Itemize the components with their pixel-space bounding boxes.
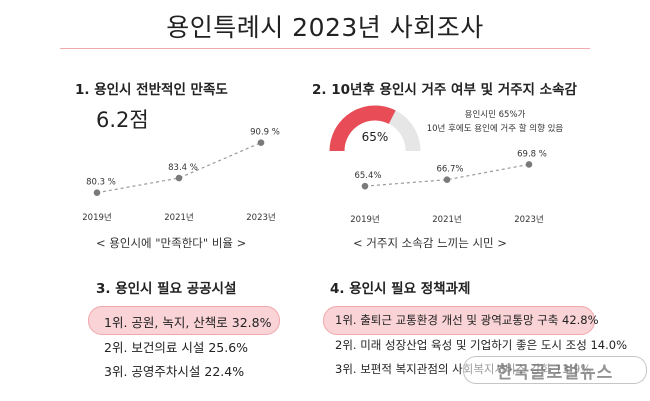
section1-caption: < 용인시에 "만족한다" 비율 > xyxy=(96,236,247,250)
belonging-tick-label-2021년: 2021년 xyxy=(432,214,461,225)
satisfaction-tick-label-2023년: 2023년 xyxy=(246,212,275,223)
facility-rank-1: 1위. 공원, 녹지, 산책로 32.8% xyxy=(104,315,272,330)
residence-gauge: 65% xyxy=(329,105,421,152)
section4-heading: 4. 용인시 필요 정책과제 xyxy=(330,281,471,297)
section3-highlight-pill xyxy=(88,306,280,335)
section2-heading: 2. 10년후 용인시 거주 여부 및 거주지 소속감 xyxy=(312,82,577,98)
belonging-data-label-2021년: 66.7% xyxy=(436,165,463,175)
belonging-point-2019년 xyxy=(361,182,369,190)
belonging-tick-label-2019년: 2019년 xyxy=(350,214,379,225)
facility-rank-3: 3위. 공영주차시설 22.4% xyxy=(104,364,245,379)
title-divider xyxy=(60,48,590,49)
satisfaction-tick-label-2019년: 2019년 xyxy=(82,212,111,223)
gauge-fill xyxy=(329,105,396,152)
belonging-tick-label-2023년: 2023년 xyxy=(514,214,543,225)
section1-heading: 1. 용인시 전반적인 만족도 xyxy=(75,82,228,98)
page-title: 용인특례시 2023년 사회조사 xyxy=(166,13,484,42)
gauge-value-label: 65% xyxy=(362,130,389,144)
belonging-data-label-2023년: 69.8 % xyxy=(517,149,547,159)
satisfaction-tick-label-2021년: 2021년 xyxy=(164,212,193,223)
satisfaction-point-2019년 xyxy=(93,189,101,196)
gauge-note-line1: 용인시민 65%가 xyxy=(464,110,526,120)
policy-rank-1: 1위. 출퇴근 교통환경 개선 및 광역교통망 구축 42.8% xyxy=(335,313,599,327)
satisfaction-score: 6.2점 xyxy=(96,108,149,132)
satisfaction-line-chart: 80.3 % 2019년 83.4 % 2021년 90.9 % 2023년 xyxy=(82,128,280,223)
satisfaction-point-2021년 xyxy=(175,174,183,182)
satisfaction-point-2023년 xyxy=(257,139,265,146)
section3-heading: 3. 용인시 필요 공공시설 xyxy=(96,281,237,297)
gauge-note-line2: 10년 후에도 용인에 거주 할 의향 있음 xyxy=(426,124,564,134)
section4-highlight-pill xyxy=(323,306,595,335)
gauge-note: 용인시민 65%가 10년 후에도 용인에 거주 할 의향 있음 xyxy=(410,108,580,136)
policy-rank-2: 2위. 미래 성장산업 육성 및 기업하기 좋은 도시 조성 14.0% xyxy=(335,338,628,352)
satisfaction-data-label-2019년: 80.3 % xyxy=(86,178,116,188)
section2-caption: < 거주지 소속감 느끼는 시민 > xyxy=(353,236,507,250)
belonging-point-2023년 xyxy=(525,161,533,168)
satisfaction-data-label-2023년: 90.9 % xyxy=(250,128,280,138)
watermark-text: 한국글로벌뉴스 xyxy=(496,362,614,383)
satisfaction-data-label-2021년: 83.4 % xyxy=(168,163,198,173)
watermark-logo: 한국글로벌뉴스 xyxy=(463,356,647,384)
belonging-data-label-2019년: 65.4% xyxy=(354,171,381,181)
facility-rank-2: 2위. 보건의료 시설 25.6% xyxy=(104,340,249,355)
belonging-line-chart: 65.4% 2019년 66.7% 2021년 69.8 % 2023년 xyxy=(350,149,547,225)
belonging-point-2021년 xyxy=(443,176,451,184)
